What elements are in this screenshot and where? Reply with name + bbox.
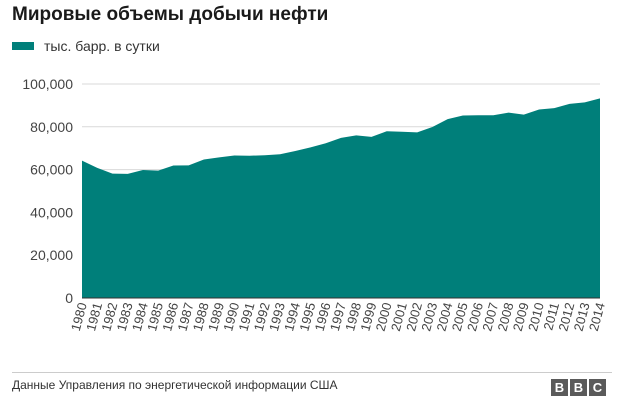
- x-tick-label: 2007: [479, 301, 501, 333]
- y-tick-label: 20,000: [30, 247, 73, 263]
- x-tick-label: 1987: [175, 301, 197, 333]
- x-tick-label: 2011: [540, 301, 562, 332]
- y-tick-label: 40,000: [30, 204, 73, 220]
- x-tick-label: 2008: [495, 301, 517, 333]
- x-tick-label: 2003: [418, 301, 440, 333]
- x-tick-label: 1999: [357, 301, 379, 333]
- y-tick-label: 100,000: [22, 76, 73, 92]
- x-tick-label: 2013: [571, 301, 593, 333]
- x-tick-label: 1986: [159, 301, 181, 333]
- source-note: Данные Управления по энергетической инфо…: [12, 378, 338, 392]
- x-tick-label: 2000: [373, 301, 395, 333]
- x-tick-label: 2005: [449, 301, 471, 333]
- bbc-logo-letter-c: C: [589, 379, 606, 396]
- x-tick-label: 1994: [281, 301, 303, 333]
- x-tick-label: 1995: [296, 301, 318, 333]
- x-tick-label: 2006: [464, 301, 486, 333]
- footer-divider: [12, 372, 612, 373]
- x-tick-label: 1993: [266, 301, 288, 333]
- x-tick-label: 1980: [68, 301, 90, 333]
- x-tick-label: 1985: [144, 301, 166, 333]
- x-tick-label: 1996: [312, 301, 334, 333]
- x-tick-label: 1981: [83, 301, 105, 333]
- legend-label: тыс. барр. в сутки: [44, 38, 160, 54]
- bbc-logo-letter-b2: B: [570, 379, 587, 396]
- x-tick-label: 1988: [190, 301, 212, 333]
- x-tick-label: 1991: [236, 301, 258, 333]
- x-tick-label: 1992: [251, 301, 273, 333]
- y-tick-label: 0: [65, 290, 73, 306]
- x-tick-label: 2004: [434, 301, 456, 333]
- legend: тыс. барр. в сутки: [12, 38, 160, 54]
- x-tick-label: 1997: [327, 301, 349, 333]
- x-tick-label: 1983: [114, 301, 136, 333]
- y-tick-label: 80,000: [30, 119, 73, 135]
- legend-swatch: [12, 42, 34, 50]
- x-tick-label: 2014: [586, 301, 608, 333]
- x-tick-label: 1990: [220, 301, 242, 333]
- x-tick-label: 2012: [555, 301, 577, 333]
- x-tick-label: 2010: [525, 301, 547, 333]
- x-tick-label: 1982: [98, 301, 120, 333]
- x-tick-label: 1989: [205, 301, 227, 333]
- x-tick-label: 2002: [403, 301, 425, 333]
- x-tick-label: 1998: [342, 301, 364, 333]
- x-tick-label: 1984: [129, 301, 151, 333]
- footer: Данные Управления по энергетической инфо…: [0, 372, 624, 415]
- chart-title: Мировые объемы добычи нефти: [12, 4, 329, 25]
- y-tick-label: 60,000: [30, 162, 73, 178]
- x-tick-label: 2009: [510, 301, 532, 333]
- x-tick-label: 2001: [388, 301, 410, 333]
- chart-area: 0 20,000 40,000 60,000 80,000 100,000 19801981…: [22, 76, 608, 333]
- bbc-logo: B B C: [551, 379, 606, 396]
- bbc-logo-letter-b1: B: [551, 379, 568, 396]
- area-series: [82, 98, 600, 298]
